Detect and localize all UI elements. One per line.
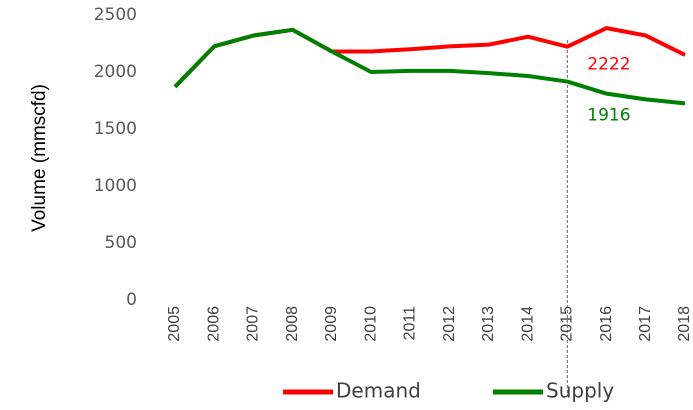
data-label: 1916 — [587, 106, 630, 126]
data-label: 2222 — [587, 55, 630, 75]
y-tick-label: 0 — [126, 290, 137, 310]
x-tick-label: 2018 — [676, 306, 693, 342]
x-tick-label: 2012 — [441, 306, 458, 342]
series-line — [173, 27, 686, 106]
x-tick-label: 2015 — [559, 306, 576, 342]
x-tick-label: 2010 — [362, 306, 379, 342]
x-tick-label: 2014 — [519, 306, 536, 342]
x-tick-label: 2009 — [323, 306, 340, 342]
y-tick-label: 1500 — [94, 119, 137, 139]
x-tick-label: 2006 — [205, 306, 222, 342]
x-tick-label: 2007 — [245, 306, 262, 342]
x-tick-label: 2013 — [480, 306, 497, 342]
x-tick-label: 2016 — [598, 306, 615, 342]
y-tick-label: 500 — [105, 233, 137, 253]
y-tick-label: 2500 — [94, 5, 137, 25]
legend-label: Supply — [546, 379, 614, 403]
y-tick-label: 1000 — [94, 176, 137, 196]
x-tick-label: 2008 — [284, 306, 301, 342]
x-tick-label: 2017 — [637, 306, 654, 342]
x-tick-label: 2005 — [166, 306, 183, 342]
y-axis-label: Volume (mmscfd) — [29, 84, 50, 232]
y-tick-label: 2000 — [94, 62, 137, 82]
legend-label: Demand — [336, 379, 421, 403]
x-tick-label: 2011 — [402, 306, 419, 341]
